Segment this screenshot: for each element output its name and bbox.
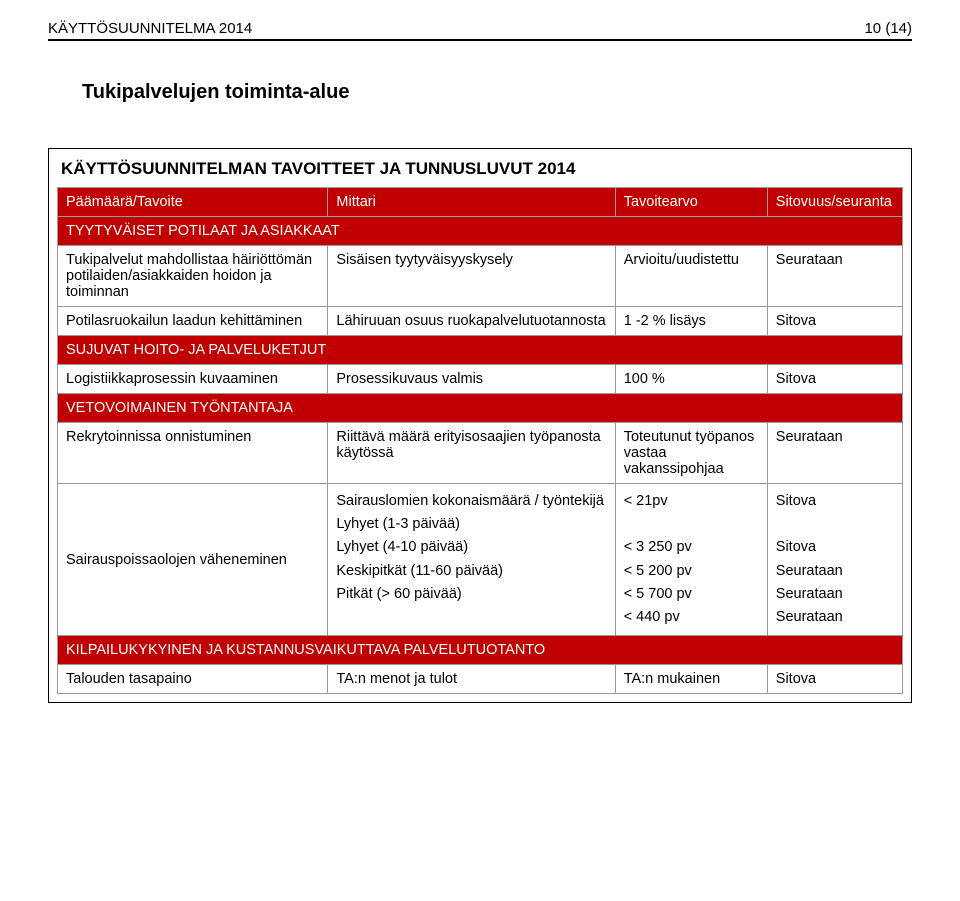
table-row: Tukipalvelut mahdollistaa häiriöttömän p…	[58, 246, 903, 307]
band-2: SUJUVAT HOITO- JA PALVELUKETJUT	[58, 336, 903, 365]
cell: Seurataan	[767, 246, 902, 307]
cell: Sitova	[767, 307, 902, 336]
table-row: Potilasruokailun laadun kehittäminen Läh…	[58, 307, 903, 336]
cell: Sairauspoissaolojen väheneminen	[58, 484, 328, 636]
cell: 100 %	[615, 365, 767, 394]
band-row: SUJUVAT HOITO- JA PALVELUKETJUT	[58, 336, 903, 365]
cell: Sitova	[767, 665, 902, 694]
cell: Logistiikkaprosessin kuvaaminen	[58, 365, 328, 394]
cell: Potilasruokailun laadun kehittäminen	[58, 307, 328, 336]
table-row: Logistiikkaprosessin kuvaaminen Prosessi…	[58, 365, 903, 394]
page: KÄYTTÖSUUNNITELMA 2014 10 (14) Tukipalve…	[0, 0, 960, 901]
cell: TA:n menot ja tulot	[328, 665, 615, 694]
band-4: KILPAILUKYKYINEN JA KUSTANNUSVAIKUTTAVA …	[58, 636, 903, 665]
cell: 1 -2 % lisäys	[615, 307, 767, 336]
cell: Sitova	[767, 365, 902, 394]
section-title: Tukipalvelujen toiminta-alue	[82, 81, 912, 104]
cell-multiline: Sitova SitovaSeurataanSeurataanSeurataan	[767, 484, 902, 636]
header-right: 10 (14)	[864, 20, 912, 37]
cell: TA:n mukainen	[615, 665, 767, 694]
band-1: TYYTYVÄISET POTILAAT JA ASIAKKAAT	[58, 217, 903, 246]
col-header-2: Mittari	[328, 188, 615, 217]
cell: Sisäisen tyytyväisyyskysely	[328, 246, 615, 307]
header-left: KÄYTTÖSUUNNITELMA 2014	[48, 20, 252, 37]
band-3: VETOVOIMAINEN TYÖNTANTAJA	[58, 394, 903, 423]
band-row: KILPAILUKYKYINEN JA KUSTANNUSVAIKUTTAVA …	[58, 636, 903, 665]
table-row: Rekrytoinnissa onnistuminen Riittävä mää…	[58, 423, 903, 484]
cell: Rekrytoinnissa onnistuminen	[58, 423, 328, 484]
col-header-1: Päämäärä/Tavoite	[58, 188, 328, 217]
cell: Toteutunut työpanos vastaa vakanssipohja…	[615, 423, 767, 484]
table-container: KÄYTTÖSUUNNITELMAN TAVOITTEET JA TUNNUSL…	[48, 148, 912, 703]
cell: Tukipalvelut mahdollistaa häiriöttömän p…	[58, 246, 328, 307]
cell: Riittävä määrä erityisosaajien työpanost…	[328, 423, 615, 484]
cell: Lähiruuan osuus ruokapalvelutuotannosta	[328, 307, 615, 336]
table-title: KÄYTTÖSUUNNITELMAN TAVOITTEET JA TUNNUSL…	[61, 159, 903, 179]
table-row: Talouden tasapaino TA:n menot ja tulot T…	[58, 665, 903, 694]
cell-multiline: Sairauslomien kokonaismäärä / työntekijä…	[328, 484, 615, 636]
cell: Arvioitu/uudistettu	[615, 246, 767, 307]
page-header: KÄYTTÖSUUNNITELMA 2014 10 (14)	[48, 20, 912, 41]
goals-table: Päämäärä/Tavoite Mittari Tavoitearvo Sit…	[57, 187, 903, 694]
table-row: Sairauspoissaolojen väheneminen Sairausl…	[58, 484, 903, 636]
cell: Prosessikuvaus valmis	[328, 365, 615, 394]
band-row: TYYTYVÄISET POTILAAT JA ASIAKKAAT	[58, 217, 903, 246]
col-header-3: Tavoitearvo	[615, 188, 767, 217]
table-header-row: Päämäärä/Tavoite Mittari Tavoitearvo Sit…	[58, 188, 903, 217]
cell: Talouden tasapaino	[58, 665, 328, 694]
cell: Seurataan	[767, 423, 902, 484]
band-row: VETOVOIMAINEN TYÖNTANTAJA	[58, 394, 903, 423]
col-header-4: Sitovuus/seuranta	[767, 188, 902, 217]
cell-multiline: < 21pv < 3 250 pv< 5 200 pv< 5 700 pv< 4…	[615, 484, 767, 636]
